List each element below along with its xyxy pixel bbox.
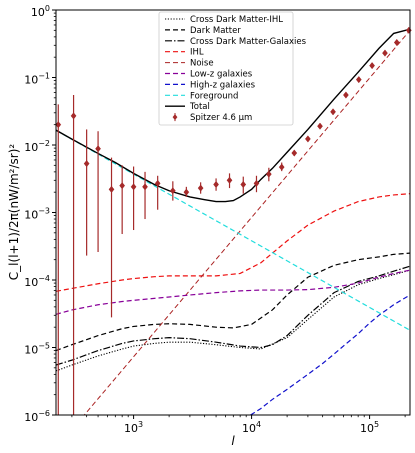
legend-label-6: High-z galaxies: [190, 80, 256, 90]
data-point-15: [253, 179, 260, 187]
data-point-17: [278, 163, 285, 171]
y-tick-label-2: 10−4: [24, 274, 50, 289]
data-point-13: [226, 176, 233, 184]
series-line-5: [56, 269, 410, 315]
data-point-20: [317, 122, 323, 130]
legend-box: [158, 11, 294, 126]
y-tick-label-0: 10−6: [24, 409, 50, 424]
x-tick-label-0: 103: [124, 420, 143, 435]
data-point-7: [142, 183, 148, 191]
data-point-18: [291, 149, 298, 157]
legend-label-3: IHL: [190, 48, 204, 58]
data-point-27: [405, 26, 412, 34]
series-line-8: [56, 28, 410, 203]
data-point-24: [369, 62, 375, 70]
legend-label-7: Foreground: [190, 91, 238, 101]
data-point-22: [343, 91, 349, 99]
legend-label-2: Cross Dark Matter-Galaxies: [190, 37, 307, 47]
legend-label-errorbar: Spitzer 4.6 μm: [190, 113, 252, 123]
y-tick-label-3: 10−3: [24, 207, 50, 222]
legend-label-1: Dark Matter: [190, 26, 241, 36]
legend-marker-errorbar: [172, 114, 178, 121]
series-line-4: [83, 29, 410, 415]
series-line-3: [56, 193, 410, 292]
y-tick-label-4: 10−2: [24, 139, 50, 154]
data-point-5: [119, 182, 126, 190]
data-point-9: [169, 187, 176, 195]
data-point-23: [355, 76, 362, 84]
x-tick-label-2: 105: [360, 420, 379, 435]
x-axis-label: l: [231, 434, 235, 448]
data-point-25: [382, 49, 388, 57]
data-point-14: [240, 180, 247, 189]
legend-label-0: Cross Dark Matter-IHL: [190, 15, 283, 25]
data-point-10: [183, 188, 190, 196]
y-tick-label-6: 100: [31, 4, 50, 19]
series-layer: [56, 28, 410, 415]
data-point-21: [330, 108, 336, 116]
legend-label-5: Low-z galaxies: [190, 70, 253, 80]
data-point-11: [197, 184, 204, 192]
legend-label-4: Noise: [190, 59, 214, 69]
y-tick-label-5: 10−1: [24, 72, 50, 87]
series-line-7: [56, 129, 410, 331]
data-point-12: [213, 180, 219, 189]
data-point-6: [130, 183, 137, 191]
data-point-19: [305, 135, 311, 143]
data-point-3: [95, 145, 101, 153]
series-line-0: [56, 269, 410, 372]
series-line-2: [56, 265, 410, 366]
data-point-2: [83, 160, 90, 168]
data-point-1: [70, 112, 77, 120]
data-point-8: [154, 179, 161, 187]
x-tick-label-1: 104: [242, 420, 261, 435]
data-point-4: [108, 185, 115, 193]
data-point-16: [265, 170, 272, 178]
y-axis-label: C_l(l+1)/2π(nW/m²/sr)²: [7, 144, 21, 281]
y-tick-label-1: 10−5: [24, 342, 50, 357]
data-point-26: [393, 38, 400, 47]
series-line-6: [250, 294, 410, 415]
points-layer: [55, 26, 412, 415]
legend-label-8: Total: [189, 102, 210, 112]
data-point-0: [55, 121, 62, 129]
